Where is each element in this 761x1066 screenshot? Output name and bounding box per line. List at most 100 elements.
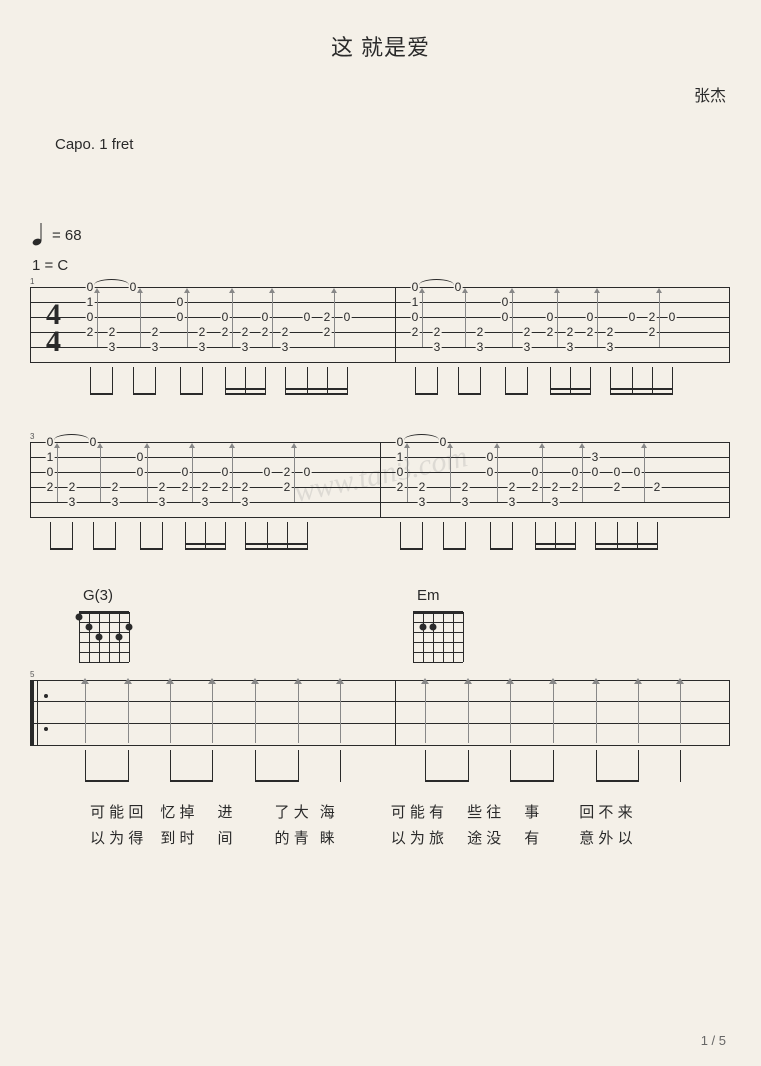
fret-number: 2 — [648, 326, 657, 338]
bar-number: 3 — [30, 432, 731, 441]
fret-number: 0 — [531, 466, 540, 478]
strum-arrow-icon — [255, 683, 256, 743]
fret-number: 2 — [586, 326, 595, 338]
fret-number: 3 — [508, 496, 517, 508]
fret-number: 2 — [201, 481, 210, 493]
lyric-syllable: 间 — [218, 826, 233, 852]
strum-arrow-icon — [147, 447, 148, 502]
strum-arrow-icon — [553, 683, 554, 743]
fret-number: 2 — [508, 481, 517, 493]
strum-arrow-icon — [644, 447, 645, 502]
fret-number: 1 — [411, 296, 420, 308]
strum-arrow-icon — [192, 447, 193, 502]
key-signature: 1 = C — [32, 257, 731, 274]
fret-number: 0 — [546, 311, 555, 323]
lyric-syllable: 进 — [218, 800, 233, 826]
strum-arrow-icon — [298, 683, 299, 743]
lyric-syllable: 以 为 得 — [90, 826, 143, 852]
fret-number: 2 — [111, 481, 120, 493]
fret-number: 2 — [241, 326, 250, 338]
fret-number: 2 — [418, 481, 427, 493]
fret-number: 0 — [343, 311, 352, 323]
fret-number: 0 — [176, 296, 185, 308]
fret-number: 2 — [46, 481, 55, 493]
fret-number: 2 — [323, 326, 332, 338]
lyric-syllable: 意 外 以 — [579, 826, 632, 852]
fret-number: 2 — [461, 481, 470, 493]
tab-system-2: www.tan8.com 3 0102230230023022302230220… — [30, 432, 731, 517]
fret-number: 0 — [261, 311, 270, 323]
fret-number: 3 — [566, 341, 575, 353]
fret-number: 3 — [476, 341, 485, 353]
fret-number: 0 — [591, 466, 600, 478]
fret-number: 2 — [396, 481, 405, 493]
fret-number: 3 — [241, 341, 250, 353]
fret-number: 2 — [221, 326, 230, 338]
fret-number: 1 — [396, 451, 405, 463]
chord-em: Em — [409, 587, 463, 662]
capo-text: Capo. 1 fret — [55, 136, 731, 153]
strum-arrow-icon — [294, 447, 295, 502]
fret-number: 3 — [281, 341, 290, 353]
fret-number: 2 — [571, 481, 580, 493]
fret-number: 0 — [501, 311, 510, 323]
fret-number: 0 — [176, 311, 185, 323]
fret-number: 0 — [396, 466, 405, 478]
strum-arrow-icon — [100, 447, 101, 502]
fret-number: 2 — [86, 326, 95, 338]
quarter-note-icon — [32, 223, 46, 247]
strum-arrow-icon — [187, 292, 188, 347]
lyric-syllable: 事 — [524, 800, 539, 826]
lyric-syllable: 了 大 — [275, 800, 309, 826]
fret-number: 0 — [221, 311, 230, 323]
strum-arrow-icon — [232, 292, 233, 347]
fret-number: 0 — [668, 311, 677, 323]
fret-number: 2 — [151, 326, 160, 338]
strum-arrow-icon — [597, 292, 598, 347]
strum-arrow-icon — [510, 683, 511, 743]
lyric-syllable: 到 时 — [160, 826, 194, 852]
strum-arrow-icon — [425, 683, 426, 743]
artist-name: 张杰 — [30, 82, 731, 106]
fret-number: 2 — [433, 326, 442, 338]
strum-arrow-icon — [57, 447, 58, 502]
fret-number: 2 — [653, 481, 662, 493]
fret-number: 2 — [551, 481, 560, 493]
strum-arrow-icon — [85, 683, 86, 743]
lyric-syllable: 睐 — [320, 826, 335, 852]
fret-number: 0 — [136, 466, 145, 478]
fret-number: 0 — [633, 466, 642, 478]
fret-number: 0 — [303, 466, 312, 478]
fret-number: 3 — [201, 496, 210, 508]
fret-number: 3 — [433, 341, 442, 353]
lyric-syllable: 的 青 — [275, 826, 309, 852]
fret-number: 0 — [46, 466, 55, 478]
fret-number: 2 — [546, 326, 555, 338]
tempo: = 68 — [32, 223, 731, 247]
fret-number: 3 — [198, 341, 207, 353]
fret-number: 2 — [566, 326, 575, 338]
song-title: 这 就是爱 — [30, 30, 731, 62]
strum-arrow-icon — [659, 292, 660, 347]
strum-arrow-icon — [680, 683, 681, 743]
lyric-syllable: 忆 掉 — [160, 800, 194, 826]
strum-arrow-icon — [212, 683, 213, 743]
fret-number: 3 — [151, 341, 160, 353]
fret-number: 0 — [501, 296, 510, 308]
fret-number: 2 — [281, 326, 290, 338]
fret-number: 3 — [461, 496, 470, 508]
fret-number: 0 — [571, 466, 580, 478]
fret-number: 3 — [551, 496, 560, 508]
fret-number: 2 — [411, 326, 420, 338]
fret-number: 2 — [181, 481, 190, 493]
fret-number: 2 — [221, 481, 230, 493]
fret-number: 3 — [241, 496, 250, 508]
time-signature: 4 4 — [46, 301, 61, 355]
fret-number: 2 — [323, 311, 332, 323]
strum-arrow-icon — [638, 683, 639, 743]
fret-number: 0 — [86, 311, 95, 323]
fret-number: 2 — [476, 326, 485, 338]
fret-number: 0 — [303, 311, 312, 323]
fret-number: 2 — [261, 326, 270, 338]
fret-number: 0 — [136, 451, 145, 463]
